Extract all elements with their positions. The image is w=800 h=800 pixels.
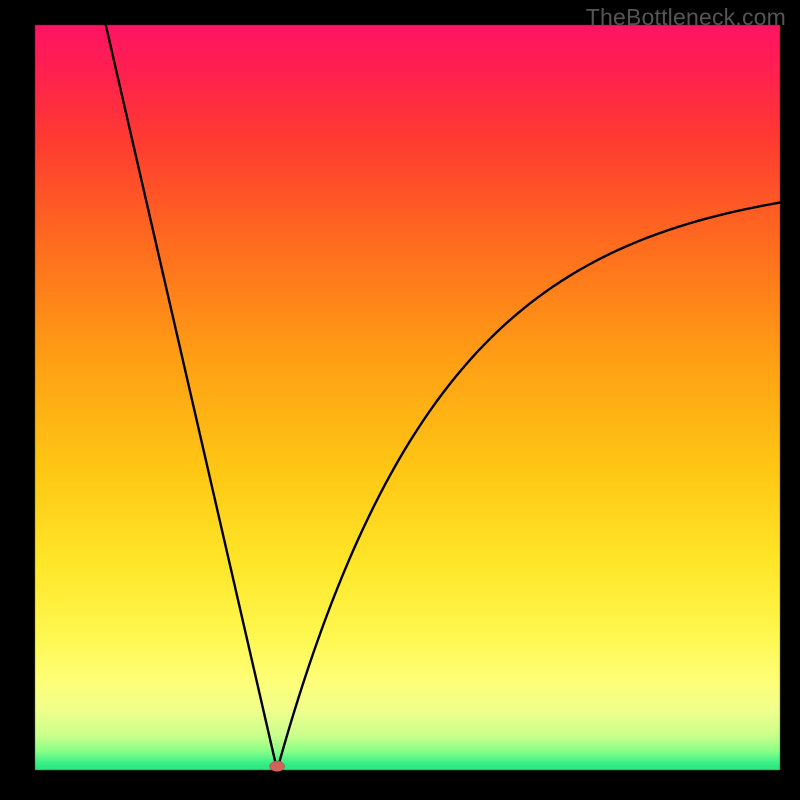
curve-layer [0,0,800,800]
chart-container: TheBottleneck.com [0,0,800,800]
optimal-marker [270,761,285,771]
watermark-text: TheBottleneck.com [586,4,786,31]
bottleneck-curve [106,25,780,770]
